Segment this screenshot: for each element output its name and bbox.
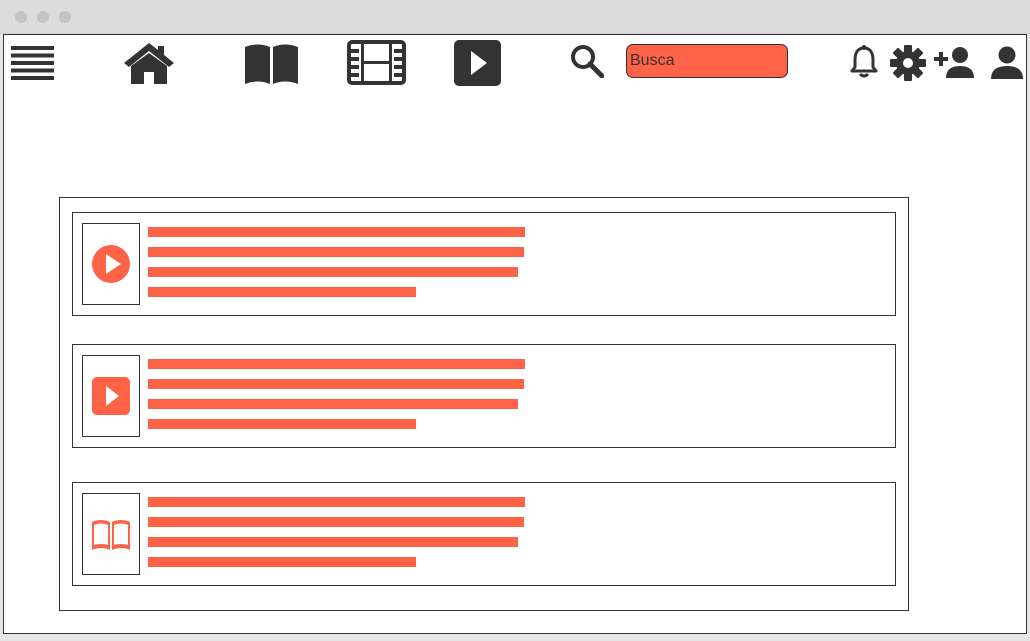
text-placeholder-line: [148, 537, 518, 547]
feed-panel: [59, 197, 909, 611]
window-close-dot[interactable]: [15, 11, 27, 23]
window-minimize-dot[interactable]: [37, 11, 49, 23]
feed-item-video[interactable]: [72, 344, 896, 448]
text-placeholder-line: [148, 227, 525, 237]
menu-icon[interactable]: [11, 46, 54, 80]
bell-icon[interactable]: [849, 45, 879, 79]
play-circle-icon: [92, 245, 130, 283]
item-thumbnail[interactable]: [82, 493, 140, 575]
text-placeholder-line: [148, 359, 525, 369]
window-maximize-dot[interactable]: [59, 11, 71, 23]
text-placeholder-line: [148, 419, 416, 429]
gear-icon[interactable]: [890, 45, 926, 81]
feed-item-book[interactable]: [72, 482, 896, 586]
video-icon[interactable]: [454, 40, 501, 86]
text-placeholder-line: [148, 517, 524, 527]
feed-item-video-circle[interactable]: [72, 212, 896, 316]
text-placeholder-line: [148, 399, 518, 409]
video-icon: [92, 377, 130, 415]
window-titlebar: [0, 0, 1030, 34]
text-placeholder-line: [148, 287, 416, 297]
item-thumbnail[interactable]: [82, 223, 140, 305]
text-placeholder-line: [148, 247, 524, 257]
page-content: [3, 34, 1027, 634]
text-placeholder-line: [148, 267, 518, 277]
book-icon: [92, 520, 130, 550]
text-placeholder-line: [148, 557, 416, 567]
add-user-icon[interactable]: [934, 46, 974, 78]
search-icon[interactable]: [570, 44, 604, 78]
search-input[interactable]: [626, 44, 788, 78]
film-icon[interactable]: [347, 40, 406, 85]
book-icon[interactable]: [244, 41, 299, 85]
text-placeholder-line: [148, 379, 524, 389]
text-placeholder-line: [148, 497, 525, 507]
user-icon[interactable]: [990, 46, 1024, 79]
home-icon[interactable]: [122, 41, 176, 85]
item-thumbnail[interactable]: [82, 355, 140, 437]
